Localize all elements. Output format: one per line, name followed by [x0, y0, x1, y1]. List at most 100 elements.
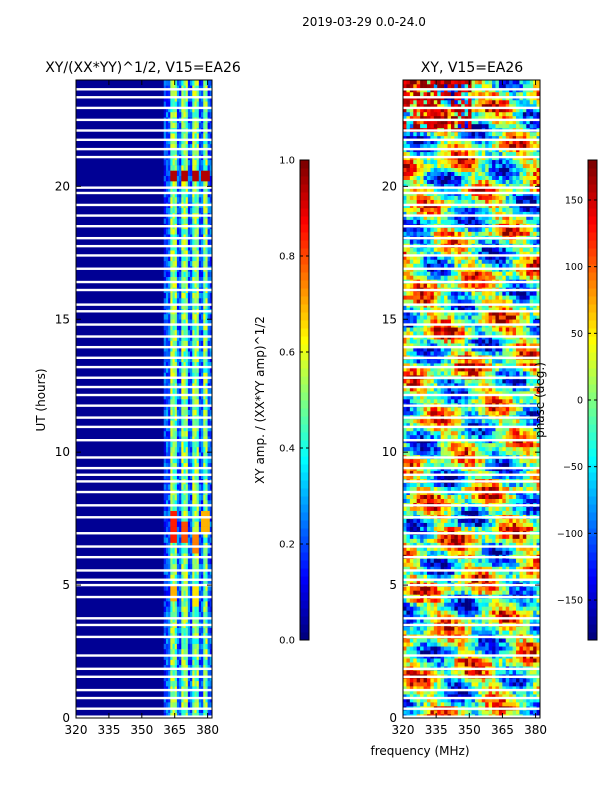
- amplitude-cell: [165, 696, 169, 703]
- amplitude-cell: [196, 611, 200, 618]
- phase-cell: [426, 538, 431, 543]
- amplitude-cell: [176, 297, 180, 304]
- phase-cell: [413, 522, 417, 527]
- amplitude-cell: [185, 186, 189, 192]
- amplitude-cell: [168, 659, 171, 666]
- phase-cell: [416, 662, 421, 667]
- amplitude-cell: [176, 515, 180, 522]
- phase-cell: [519, 694, 524, 699]
- amplitude-cell: [194, 494, 197, 501]
- amplitude-cell: [181, 585, 184, 591]
- amplitude-cell: [168, 388, 171, 394]
- amplitude-cell: [181, 420, 184, 426]
- phase-cell: [420, 686, 424, 691]
- amplitude-cell: [192, 590, 195, 597]
- phase-cell: [413, 570, 417, 575]
- phase-cell: [512, 570, 517, 575]
- amplitude-cell: [183, 393, 186, 400]
- amplitude-cell: [192, 526, 195, 533]
- phase-cell: [488, 670, 493, 675]
- phase-cell: [464, 710, 469, 715]
- amplitude-cell: [176, 196, 180, 203]
- amplitude-cell: [181, 627, 184, 634]
- amplitude-cell: [205, 590, 208, 597]
- phase-cell: [416, 682, 421, 687]
- amplitude-cell: [163, 255, 167, 262]
- phase-cell: [430, 602, 435, 607]
- phase-cell: [526, 534, 531, 539]
- phase-cell: [447, 538, 452, 543]
- amplitude-flag-row: [76, 635, 212, 639]
- amplitude-cell: [179, 218, 182, 224]
- amplitude-cell: [203, 218, 206, 224]
- amplitude-cell: [192, 409, 195, 416]
- amplitude-cell: [183, 239, 186, 246]
- amplitude-cell: [201, 196, 204, 203]
- amplitude-cell: [192, 425, 195, 432]
- phase-cell: [536, 610, 541, 615]
- phase-cell: [495, 546, 500, 551]
- amplitude-cell: [168, 244, 171, 251]
- amplitude-cell: [198, 282, 202, 288]
- amplitude-cell: [176, 340, 180, 347]
- phase-cell: [522, 586, 527, 591]
- phase-cell: [444, 638, 448, 643]
- amplitude-cell: [170, 569, 173, 575]
- amplitude-colorbar-swatch: [300, 624, 309, 633]
- phase-cell: [492, 658, 496, 663]
- amplitude-cell: [201, 531, 204, 538]
- phase-cell: [406, 570, 411, 575]
- phase-cell: [444, 498, 448, 503]
- phase-cell: [526, 586, 531, 591]
- amplitude-cell: [163, 303, 167, 309]
- amplitude-cell: [185, 569, 189, 575]
- amplitude-cell: [201, 345, 204, 352]
- amplitude-cell: [196, 505, 200, 511]
- amplitude-cell: [207, 425, 211, 432]
- phase-cell: [433, 630, 438, 635]
- amplitude-cell: [205, 340, 208, 347]
- phase-cell: [464, 662, 469, 667]
- phase-cell: [512, 638, 517, 643]
- amplitude-cell: [190, 601, 193, 607]
- phase-cell: [474, 702, 479, 707]
- phase-cell: [536, 670, 541, 675]
- phase-cell: [406, 534, 411, 539]
- amplitude-cell: [203, 558, 206, 565]
- amplitude-cell: [163, 707, 167, 713]
- amplitude-cell: [165, 207, 169, 214]
- phase-cell: [512, 534, 517, 539]
- amplitude-cell: [207, 90, 211, 97]
- phase-cell: [447, 510, 452, 515]
- amplitude-cell: [187, 526, 191, 533]
- amplitude-cell: [205, 547, 208, 554]
- amplitude-cell: [194, 452, 197, 458]
- phase-cell: [406, 670, 411, 675]
- phase-cell: [461, 618, 465, 623]
- phase-cell: [536, 686, 541, 691]
- phase-cell: [423, 642, 428, 647]
- phase-cell: [488, 518, 493, 523]
- phase-cell: [502, 562, 507, 567]
- amplitude-cell: [179, 707, 182, 713]
- phase-cell: [413, 506, 417, 511]
- amplitude-cell: [183, 659, 186, 666]
- amplitude-cell: [172, 393, 176, 400]
- phase-cell: [526, 546, 531, 551]
- phase-cell: [519, 526, 524, 531]
- amplitude-cell: [209, 547, 213, 554]
- amplitude-cell: [170, 218, 173, 224]
- amplitude-cell: [207, 356, 211, 363]
- phase-cell: [488, 646, 493, 651]
- phase-cell: [519, 558, 524, 563]
- amplitude-cell: [201, 409, 204, 416]
- amplitude-cell: [203, 452, 206, 458]
- amplitude-cell: [172, 101, 176, 107]
- phase-cell: [461, 606, 465, 611]
- amplitude-cell: [179, 313, 182, 320]
- amplitude-cell: [194, 627, 197, 634]
- amplitude-cell: [207, 170, 211, 176]
- phase-cell: [423, 562, 428, 567]
- amplitude-cell: [203, 590, 206, 597]
- phase-cell: [426, 602, 431, 607]
